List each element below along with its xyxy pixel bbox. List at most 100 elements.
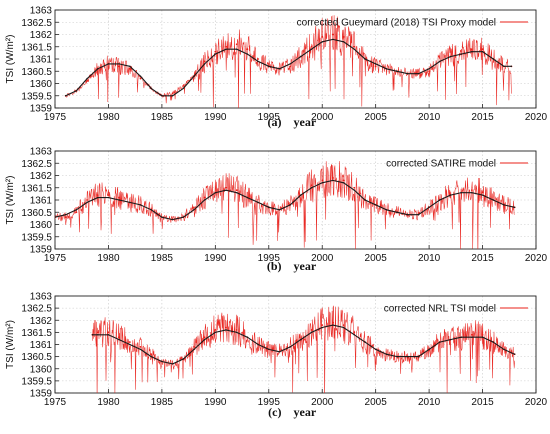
series-smoothed-line — [55, 179, 515, 221]
smoothed-data-point — [396, 355, 398, 358]
smoothed-data-point — [289, 346, 291, 348]
smoothed-data-point — [310, 331, 313, 334]
smoothed-data-point — [278, 68, 281, 70]
raw-data-point — [118, 336, 121, 339]
y-tick-label: 1363 — [30, 6, 53, 17]
smoothed-data-point — [236, 331, 238, 334]
smoothed-data-point — [171, 218, 174, 221]
y-tick-label: 1360.5 — [21, 67, 52, 78]
y-tick-label: 1362.5 — [21, 18, 52, 29]
x-tick-label: 2010 — [418, 112, 441, 123]
smoothed-data-point — [396, 211, 398, 213]
raw-data-point — [214, 329, 217, 331]
raw-data-point — [342, 324, 345, 326]
y-axis-label: TSI (W/m²) — [5, 320, 16, 369]
raw-data-point — [246, 48, 249, 51]
smoothed-data-point — [481, 50, 484, 53]
raw-data-point — [353, 331, 356, 334]
data-area — [64, 15, 513, 108]
smoothed-data-point — [171, 363, 174, 365]
smoothed-data-point — [374, 348, 377, 351]
smoothed-data-point — [510, 65, 513, 68]
series-raw-line — [55, 161, 515, 249]
x-tick-label: 2015 — [471, 397, 494, 408]
y-tick-label: 1359 — [30, 389, 53, 400]
smoothed-data-point — [428, 68, 430, 70]
raw-data-point — [203, 336, 206, 339]
smoothed-data-point — [257, 201, 259, 204]
panel-tag: (c) — [268, 405, 281, 419]
smoothed-data-point — [300, 194, 302, 196]
smoothed-data-point — [503, 65, 505, 68]
raw-data-point — [321, 179, 324, 182]
smoothed-data-point — [417, 355, 420, 358]
smoothed-data-point — [246, 196, 249, 199]
raw-data-point — [107, 194, 110, 197]
smoothed-data-point — [321, 41, 323, 43]
x-tick-label: 1990 — [204, 397, 227, 408]
smoothed-data-point — [214, 191, 217, 194]
raw-data-point — [310, 329, 313, 331]
y-tick-label: 1360 — [30, 364, 53, 375]
smoothed-data-point — [97, 334, 99, 336]
panel-tag: (a) — [268, 115, 282, 129]
raw-data-point — [235, 189, 238, 192]
raw-data-point — [321, 324, 324, 326]
legend-label: corrected SATIRE model — [386, 159, 496, 170]
y-tick-label: 1361 — [30, 196, 53, 207]
smoothed-data-point — [236, 48, 238, 50]
y-tick-label: 1362.5 — [21, 159, 52, 170]
smoothed-data-point — [492, 58, 494, 60]
smoothed-data-point — [86, 77, 88, 80]
smoothed-data-point — [55, 216, 56, 218]
smoothed-data-point — [503, 348, 505, 351]
x-tick-label: 2000 — [311, 253, 334, 264]
x-tick-label: 2020 — [525, 397, 548, 408]
y-tick-label: 1360.5 — [21, 208, 52, 219]
x-tick-label: 1990 — [204, 253, 227, 264]
smoothed-data-point — [246, 53, 249, 55]
raw-data-point — [150, 353, 153, 356]
y-tick-label: 1360.5 — [21, 352, 52, 363]
raw-data-point — [310, 45, 313, 48]
x-tick-label: 2015 — [471, 253, 494, 264]
smoothed-data-point — [310, 187, 313, 189]
smoothed-data-point — [203, 338, 206, 341]
smoothed-data-point — [513, 206, 516, 209]
smoothed-data-point — [289, 204, 291, 206]
x-tick-label: 1980 — [97, 253, 120, 264]
raw-data-point — [118, 196, 121, 199]
smoothed-data-point — [150, 355, 152, 358]
smoothed-data-point — [182, 87, 184, 90]
smoothed-data-point — [332, 324, 334, 326]
x-tick-label: 1995 — [258, 253, 281, 264]
raw-data-point — [235, 43, 238, 46]
y-tick-label: 1363 — [30, 147, 53, 158]
raw-data-point — [182, 85, 185, 87]
smoothed-data-point — [97, 68, 99, 70]
smoothed-data-point — [407, 355, 409, 358]
smoothed-data-point — [118, 63, 120, 65]
raw-data-point — [128, 341, 131, 343]
smoothed-data-point — [300, 55, 302, 58]
smoothed-data-point — [278, 351, 281, 353]
x-tick-label: 2005 — [365, 112, 388, 123]
smoothed-data-point — [374, 204, 377, 206]
raw-data-point — [342, 36, 345, 38]
smoothed-data-point — [171, 95, 174, 97]
smoothed-data-point — [161, 95, 163, 97]
smoothed-data-point — [161, 216, 163, 218]
smoothed-data-point — [203, 63, 206, 65]
smoothed-data-point — [471, 50, 473, 53]
raw-data-point — [428, 70, 431, 73]
smoothed-data-point — [407, 214, 409, 216]
smoothed-data-point — [225, 48, 227, 50]
x-tick-label: 2010 — [418, 397, 441, 408]
raw-data-point — [470, 48, 473, 51]
series-raw-line — [92, 305, 515, 393]
smoothed-data-point — [193, 348, 195, 351]
y-tick-label: 1360 — [30, 79, 53, 90]
raw-data-point — [353, 45, 356, 48]
smoothed-data-point — [460, 191, 462, 194]
